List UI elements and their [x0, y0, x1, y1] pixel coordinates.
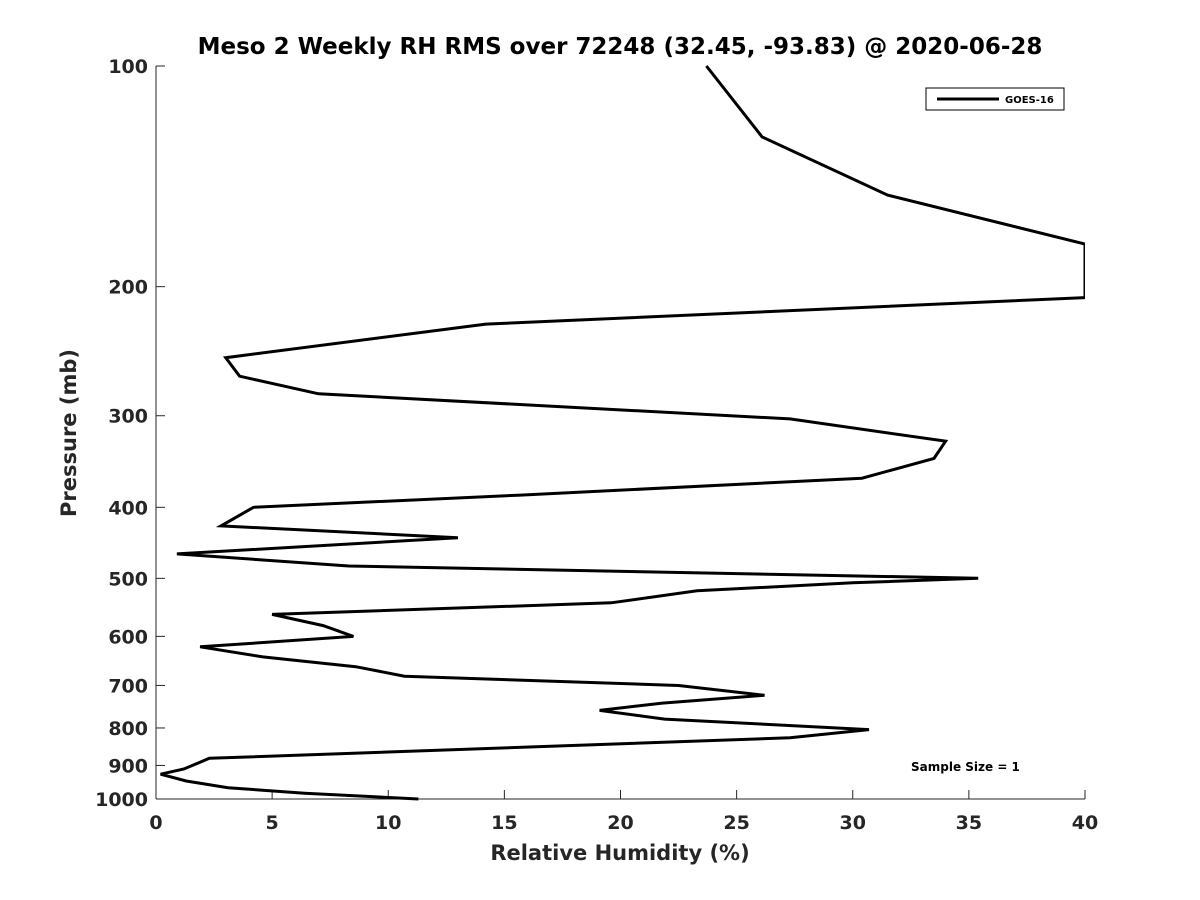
- x-tick-label: 15: [491, 812, 517, 834]
- chart-title: Meso 2 Weekly RH RMS over 72248 (32.45, …: [198, 34, 1043, 60]
- y-axis-label: Pressure (mb): [57, 349, 81, 517]
- y-tick-label: 200: [108, 277, 148, 299]
- x-axis-label: Relative Humidity (%): [490, 841, 749, 865]
- x-tick-label: 30: [840, 812, 866, 834]
- legend-label: GOES-16: [1005, 95, 1054, 106]
- y-axis-ticks: 100 200 300 400 500 600 700 800 900 1000: [95, 56, 165, 811]
- series-line-0: [160, 65, 1085, 801]
- x-tick-label: 10: [375, 812, 401, 834]
- y-tick-label: 400: [108, 497, 148, 519]
- x-tick-label: 0: [149, 812, 162, 834]
- y-tick-label: 500: [108, 568, 148, 590]
- x-tick-label: 35: [956, 812, 982, 834]
- series-layer: [160, 65, 1085, 801]
- axes: [155, 66, 1085, 800]
- y-tick-label: 600: [108, 626, 148, 648]
- y-tick-label: 300: [108, 406, 148, 428]
- sample-size-annotation: Sample Size = 1: [911, 760, 1020, 774]
- x-tick-label: 20: [607, 812, 633, 834]
- legend: GOES-16: [925, 87, 1065, 111]
- x-tick-label: 5: [266, 812, 279, 834]
- y-tick-label: 900: [108, 755, 148, 777]
- y-tick-label: 1000: [95, 789, 148, 811]
- y-tick-label: 700: [108, 675, 148, 697]
- x-tick-label: 25: [723, 812, 749, 834]
- x-axis-ticks: 0 5 10 15 20 25 30 35 40: [149, 790, 1098, 834]
- y-tick-label: 100: [108, 56, 148, 78]
- x-tick-label: 40: [1072, 812, 1098, 834]
- y-tick-label: 800: [108, 718, 148, 740]
